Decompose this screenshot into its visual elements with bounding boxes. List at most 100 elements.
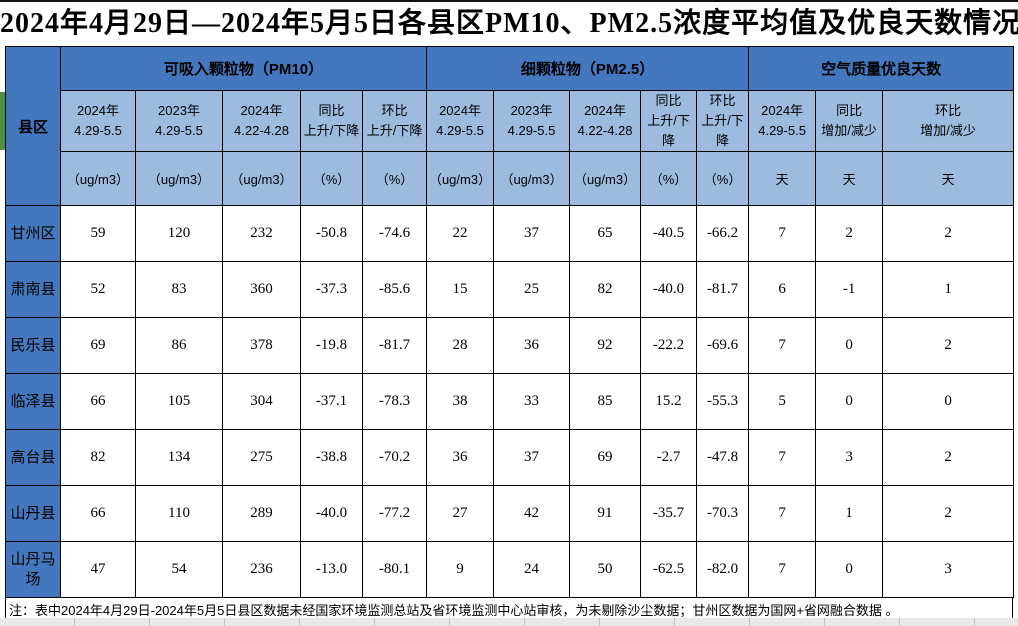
data-cell-5: 36 bbox=[426, 429, 495, 487]
data-cell-12: 1 bbox=[882, 261, 1015, 319]
data-cell-5: 22 bbox=[426, 205, 495, 263]
county-name: 民乐县 bbox=[5, 317, 61, 375]
unit-header-11: 天 bbox=[815, 151, 884, 207]
data-cell-4: -81.7 bbox=[361, 317, 428, 375]
data-cell-5: 9 bbox=[426, 541, 495, 599]
data-cell-2: 304 bbox=[222, 373, 301, 431]
unit-header-3: （%） bbox=[300, 151, 363, 207]
unit-header-10: 天 bbox=[748, 151, 817, 207]
unit-header-5: （ug/m3） bbox=[426, 151, 495, 207]
data-cell-6: 42 bbox=[493, 485, 571, 543]
data-cell-9: -66.2 bbox=[696, 205, 750, 263]
page-title: 2024年4月29日—2024年5月5日各县区PM10、PM2.5浓度平均值及优… bbox=[0, 8, 1018, 39]
data-cell-5: 38 bbox=[426, 373, 495, 431]
data-cell-4: -85.6 bbox=[361, 261, 428, 319]
data-cell-0: 82 bbox=[60, 429, 136, 487]
data-cell-12: 2 bbox=[882, 485, 1015, 543]
data-cell-8: 15.2 bbox=[640, 373, 698, 431]
data-cell-1: 83 bbox=[135, 261, 223, 319]
data-cell-3: -37.1 bbox=[300, 373, 363, 431]
unit-header-row: （ug/m3） （ug/m3） （ug/m3） （%） （%） （ug/m3） （ug/m3… bbox=[6, 151, 1015, 207]
data-cell-1: 54 bbox=[135, 541, 223, 599]
table-row: 临泽县 66 105 304 -37.1 -78.3 38 33 85 15.2 -55.3 5 0 0 bbox=[5, 373, 1015, 431]
data-cell-2: 378 bbox=[222, 317, 301, 375]
period-header-row: 2024年 4.29-5.5 2023年 4.29-5.5 2024年 4.22-4.28… bbox=[6, 89, 1015, 153]
data-cell-5: 28 bbox=[426, 317, 495, 375]
data-cell-10: 7 bbox=[748, 205, 817, 263]
county-name: 高台县 bbox=[5, 429, 61, 487]
data-cell-4: -70.2 bbox=[361, 429, 428, 487]
data-cell-2: 236 bbox=[222, 541, 301, 599]
data-cell-7: 69 bbox=[569, 429, 642, 487]
unit-header-1: （ug/m3） bbox=[135, 151, 223, 207]
data-cell-3: -38.8 bbox=[300, 429, 363, 487]
data-cell-7: 82 bbox=[569, 261, 642, 319]
county-name: 山丹县 bbox=[5, 485, 61, 543]
data-cell-5: 15 bbox=[426, 261, 495, 319]
data-cell-0: 69 bbox=[60, 317, 136, 375]
group-header-good-days: 空气质量优良天数 bbox=[748, 46, 1015, 91]
column-header-10: 2024年 4.29-5.5 bbox=[748, 89, 817, 153]
table-row: 山丹马场 47 54 236 -13.0 -80.1 9 24 50 -62.5 -82.0 7 0 3 bbox=[5, 541, 1015, 599]
data-cell-3: -37.3 bbox=[300, 261, 363, 319]
data-cell-10: 7 bbox=[748, 317, 817, 375]
column-header-11: 同比 增加/减少 bbox=[815, 89, 884, 153]
data-cell-0: 66 bbox=[60, 373, 136, 431]
unit-header-8: （%） bbox=[640, 151, 698, 207]
data-cell-0: 47 bbox=[60, 541, 136, 599]
data-cell-11: -1 bbox=[815, 261, 884, 319]
table-row: 高台县 82 134 275 -38.8 -70.2 36 37 69 -2.7 -47.8 7 3 2 bbox=[5, 429, 1015, 487]
table-row: 肃南县 52 83 360 -37.3 -85.6 15 25 82 -40.0 -81.7 6 -1 1 bbox=[5, 261, 1015, 319]
data-cell-2: 289 bbox=[222, 485, 301, 543]
data-cell-0: 59 bbox=[60, 205, 136, 263]
data-cell-5: 27 bbox=[426, 485, 495, 543]
unit-header-7: （ug/m3） bbox=[569, 151, 642, 207]
data-cell-2: 275 bbox=[222, 429, 301, 487]
pm-data-table: 县区 可吸入颗粒物（PM10） 细颗粒物（PM2.5） 空气质量优良天数 202… bbox=[5, 45, 1015, 599]
unit-header-2: （ug/m3） bbox=[222, 151, 301, 207]
data-cell-1: 86 bbox=[135, 317, 223, 375]
data-cell-12: 0 bbox=[882, 373, 1015, 431]
group-header-pm10: 可吸入颗粒物（PM10） bbox=[59, 46, 428, 91]
data-cell-6: 37 bbox=[493, 429, 571, 487]
data-cell-11: 1 bbox=[815, 485, 884, 543]
data-cell-3: -13.0 bbox=[300, 541, 363, 599]
data-cell-1: 134 bbox=[135, 429, 223, 487]
data-cell-12: 3 bbox=[882, 541, 1015, 599]
data-cell-10: 7 bbox=[748, 541, 817, 599]
table-row: 民乐县 69 86 378 -19.8 -81.7 28 36 92 -22.2 -69.6 7 0 2 bbox=[5, 317, 1015, 375]
data-cell-3: -40.0 bbox=[300, 485, 363, 543]
data-cell-9: -47.8 bbox=[696, 429, 750, 487]
table-row: 甘州区 59 120 232 -50.8 -74.6 22 37 65 -40.5 -66.2 7 2 2 bbox=[5, 205, 1015, 263]
data-cell-4: -80.1 bbox=[361, 541, 428, 599]
data-cell-12: 2 bbox=[882, 317, 1015, 375]
data-cell-4: -77.2 bbox=[361, 485, 428, 543]
data-cell-7: 91 bbox=[569, 485, 642, 543]
county-name: 临泽县 bbox=[5, 373, 61, 431]
data-cell-12: 2 bbox=[882, 429, 1015, 487]
unit-header-9: （%） bbox=[696, 151, 750, 207]
data-cell-0: 66 bbox=[60, 485, 136, 543]
data-cell-11: 2 bbox=[815, 205, 884, 263]
data-cell-2: 232 bbox=[222, 205, 301, 263]
column-header-2: 2024年 4.22-4.28 bbox=[222, 89, 301, 153]
column-header-9: 环比 上升/下降 bbox=[696, 89, 750, 153]
data-cell-6: 25 bbox=[493, 261, 571, 319]
data-cell-11: 0 bbox=[815, 317, 884, 375]
county-name: 山丹马场 bbox=[5, 541, 61, 599]
column-header-12: 环比 增加/减少 bbox=[882, 89, 1015, 153]
data-cell-8: -2.7 bbox=[640, 429, 698, 487]
unit-header-0: （ug/m3） bbox=[60, 151, 136, 207]
data-cell-3: -50.8 bbox=[300, 205, 363, 263]
green-selection-strip bbox=[0, 92, 5, 150]
data-cell-9: -55.3 bbox=[696, 373, 750, 431]
data-cell-8: -22.2 bbox=[640, 317, 698, 375]
column-header-1: 2023年 4.29-5.5 bbox=[135, 89, 223, 153]
data-cell-7: 65 bbox=[569, 205, 642, 263]
data-cell-7: 92 bbox=[569, 317, 642, 375]
data-cell-0: 52 bbox=[60, 261, 136, 319]
data-cell-10: 7 bbox=[748, 429, 817, 487]
data-cell-6: 33 bbox=[493, 373, 571, 431]
data-cell-1: 120 bbox=[135, 205, 223, 263]
